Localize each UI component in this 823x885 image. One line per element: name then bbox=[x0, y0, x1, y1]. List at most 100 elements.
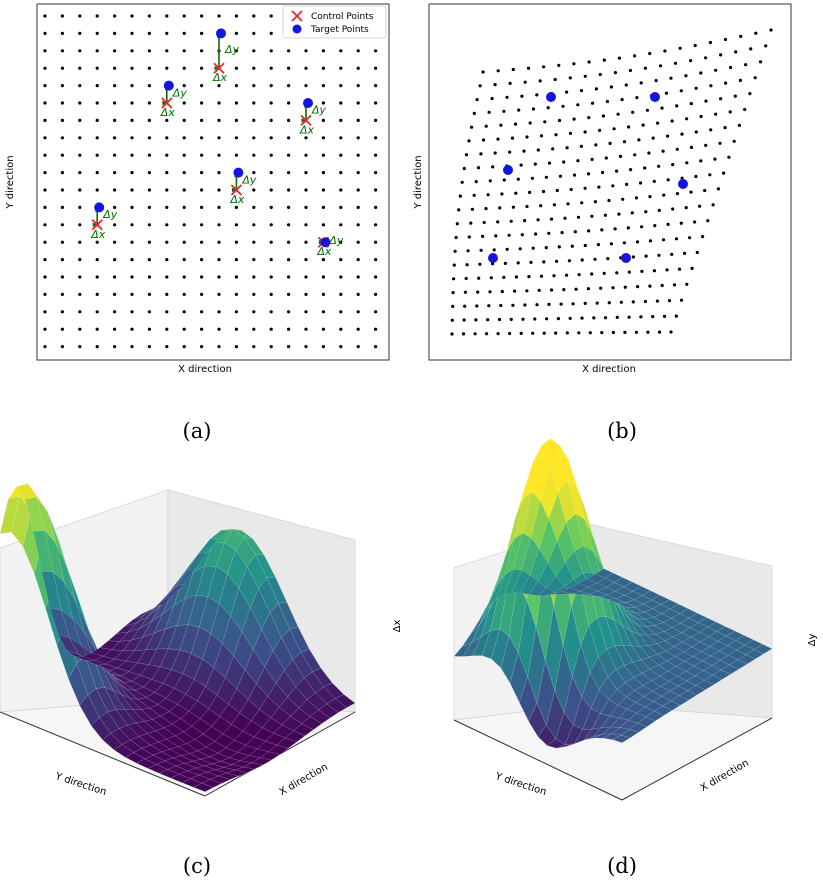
panel-b-frame bbox=[428, 3, 792, 361]
warped-grid-point bbox=[580, 258, 584, 262]
warped-grid-point bbox=[470, 125, 474, 129]
grid-point bbox=[252, 345, 256, 349]
grid-point bbox=[78, 171, 82, 175]
warped-grid-point bbox=[754, 31, 758, 35]
grid-point bbox=[182, 292, 186, 296]
warped-grid-point bbox=[451, 291, 455, 295]
warped-grid-point bbox=[631, 255, 636, 259]
warped-grid-point bbox=[693, 220, 697, 224]
warped-grid-point bbox=[669, 330, 673, 334]
grid-point bbox=[130, 49, 134, 53]
warped-grid-point bbox=[481, 70, 485, 74]
warped-grid-point bbox=[655, 299, 660, 303]
warped-grid-point bbox=[454, 235, 458, 240]
grid-point bbox=[321, 118, 325, 122]
grid-point bbox=[287, 223, 291, 227]
panel-c-y-axis-line bbox=[0, 711, 206, 797]
warped-grid-point bbox=[500, 192, 504, 196]
grid-point bbox=[234, 223, 238, 227]
grid-point bbox=[356, 136, 360, 140]
delta-x-label: Δx bbox=[299, 123, 315, 136]
warped-grid-point bbox=[496, 137, 500, 141]
warped-grid-point bbox=[539, 274, 544, 278]
warped-grid-point bbox=[643, 166, 647, 170]
warped-grid-point bbox=[597, 185, 601, 189]
grid-point bbox=[269, 66, 273, 70]
warped-grid-point bbox=[555, 259, 559, 263]
grid-point bbox=[165, 345, 169, 349]
grid-point bbox=[165, 275, 169, 279]
warped-grid-point bbox=[523, 219, 527, 223]
warped-grid-point bbox=[462, 318, 466, 322]
warped-grid-point bbox=[561, 104, 565, 108]
grid-point bbox=[147, 171, 151, 175]
grid-point bbox=[60, 310, 64, 314]
panel-b-xlabel: X direction bbox=[582, 364, 636, 375]
panel-a-legend: Control Points Target Points bbox=[282, 5, 387, 39]
warped-grid-point bbox=[496, 69, 500, 73]
warped-grid-point bbox=[568, 131, 573, 135]
warped-grid-point bbox=[535, 93, 539, 97]
grid-point bbox=[339, 118, 343, 122]
warped-grid-point bbox=[703, 188, 707, 193]
grid-point bbox=[269, 136, 273, 140]
delta-y-label: Δy bbox=[311, 104, 327, 117]
grid-point bbox=[43, 310, 47, 314]
warped-grid-point bbox=[728, 110, 732, 114]
warped-grid-point bbox=[605, 99, 610, 104]
grid-point bbox=[356, 49, 360, 53]
warped-grid-point bbox=[518, 247, 522, 251]
grid-point bbox=[234, 258, 238, 262]
warped-grid-point bbox=[566, 202, 570, 206]
grid-point bbox=[234, 275, 238, 279]
warped-grid-point bbox=[583, 130, 587, 134]
warped-grid-point bbox=[749, 47, 753, 51]
panel-c-caption: (c) bbox=[183, 854, 211, 878]
warped-grid-point bbox=[452, 277, 456, 281]
warped-grid-point bbox=[729, 65, 733, 70]
legend-control-marker bbox=[291, 10, 303, 22]
grid-point bbox=[147, 275, 151, 279]
warped-grid-point bbox=[557, 63, 561, 67]
warped-grid-point bbox=[525, 135, 529, 139]
warped-grid-point bbox=[479, 248, 483, 252]
grid-point bbox=[339, 188, 343, 192]
warped-grid-point bbox=[688, 236, 692, 240]
warped-grid-point bbox=[583, 186, 587, 190]
grid-point bbox=[321, 292, 325, 296]
warped-grid-point bbox=[520, 233, 524, 237]
grid-point bbox=[252, 171, 256, 175]
warped-grid-point bbox=[596, 243, 601, 247]
warped-grid-point bbox=[663, 49, 667, 53]
grid-point bbox=[200, 258, 204, 262]
warped-grid-point bbox=[635, 96, 639, 100]
grid-point bbox=[200, 205, 204, 209]
grid-point bbox=[43, 84, 47, 88]
grid-point bbox=[374, 205, 378, 209]
grid-point bbox=[217, 292, 221, 296]
warped-grid-point bbox=[458, 194, 462, 198]
grid-point bbox=[304, 171, 308, 175]
grid-point bbox=[356, 66, 360, 70]
grid-point bbox=[269, 292, 273, 296]
grid-point bbox=[165, 205, 169, 209]
grid-point bbox=[78, 327, 82, 331]
warped-grid-point bbox=[572, 173, 577, 177]
grid-point bbox=[217, 310, 221, 314]
grid-point bbox=[356, 345, 360, 349]
warped-grid-point bbox=[577, 273, 581, 277]
warped-grid-point bbox=[643, 299, 648, 304]
warped-grid-point bbox=[500, 289, 504, 294]
warped-grid-point bbox=[629, 168, 633, 172]
warped-grid-point bbox=[544, 175, 549, 179]
grid-point bbox=[78, 153, 82, 157]
warped-grid-point bbox=[502, 275, 506, 279]
warped-grid-point bbox=[587, 60, 591, 64]
warped-grid-point bbox=[565, 90, 569, 94]
warped-grid-point bbox=[694, 174, 698, 179]
grid-point bbox=[200, 275, 204, 279]
grid-point bbox=[165, 223, 169, 227]
grid-point bbox=[182, 327, 186, 331]
grid-point bbox=[113, 31, 117, 35]
grid-point bbox=[113, 171, 117, 175]
